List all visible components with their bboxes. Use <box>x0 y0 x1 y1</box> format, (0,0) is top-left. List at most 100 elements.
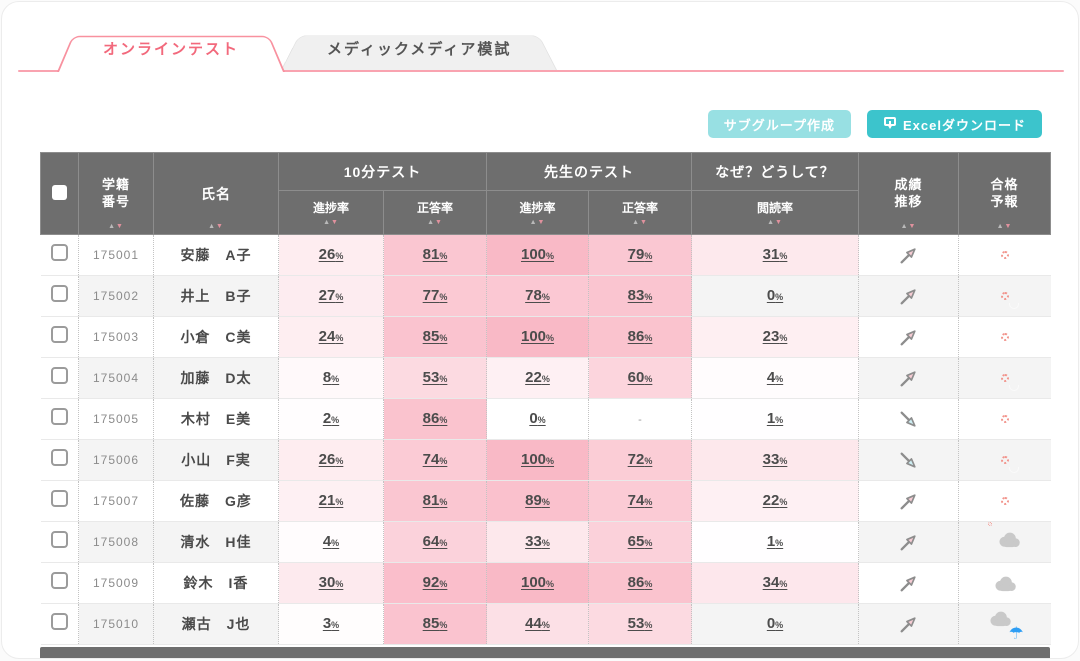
column-header-pass-forecast[interactable]: 合格 予報 ▲▼ <box>958 152 1052 235</box>
percent-link[interactable]: 92% <box>422 574 448 591</box>
sun-icon[interactable] <box>990 364 1020 392</box>
percent-link[interactable]: 22% <box>762 492 788 509</box>
row-checkbox[interactable] <box>50 572 68 589</box>
arrow-up-right-icon[interactable] <box>898 491 919 512</box>
row-checkbox[interactable] <box>50 285 68 302</box>
percent-link[interactable]: 85% <box>422 328 448 345</box>
column-header-ten-min-progress[interactable]: 進捗率 ▲▼ <box>278 190 384 235</box>
row-checkbox[interactable] <box>50 367 68 384</box>
column-header-reading-rate[interactable]: 閲読率 ▲▼ <box>691 190 860 235</box>
arrow-up-right-icon[interactable] <box>898 327 919 348</box>
sort-arrows-icon[interactable]: ▲▼ <box>427 219 443 226</box>
percent-link[interactable]: 0% <box>766 287 784 304</box>
percent-link[interactable]: 24% <box>318 328 344 345</box>
row-checkbox[interactable] <box>50 531 68 548</box>
sort-arrows-icon[interactable]: ▲▼ <box>529 219 546 226</box>
percent-link[interactable]: 81% <box>422 492 448 509</box>
percent-link[interactable]: 4% <box>766 369 784 386</box>
sort-arrows-icon[interactable]: ▲▼ <box>900 223 917 230</box>
sun-icon[interactable] <box>990 405 1020 433</box>
percent-link[interactable]: 0% <box>529 410 546 427</box>
percent-link[interactable]: 3% <box>322 615 340 632</box>
sort-arrows-icon[interactable]: ▲▼ <box>323 219 339 226</box>
tab-online-test[interactable]: オンラインテスト <box>57 30 285 72</box>
percent-link[interactable]: 31% <box>762 246 788 263</box>
excel-download-button[interactable]: Excelダウンロード <box>867 110 1042 138</box>
select-all-checkbox[interactable] <box>52 184 67 200</box>
percent-link[interactable]: 34% <box>762 574 788 591</box>
percent-link[interactable]: 86% <box>627 574 653 591</box>
percent-link[interactable]: 8% <box>322 369 340 386</box>
row-checkbox[interactable] <box>50 449 68 466</box>
percent-link[interactable]: 33% <box>525 533 550 550</box>
percent-link[interactable]: 0% <box>766 615 784 632</box>
column-header-teacher-correct[interactable]: 正答率 ▲▼ <box>588 190 693 235</box>
cloud-umbrella-icon[interactable]: ☂ <box>990 608 1024 642</box>
column-header-grade-trend[interactable]: 成績 推移 ▲▼ <box>858 152 960 235</box>
percent-link[interactable]: 53% <box>627 615 653 632</box>
percent-link[interactable]: 74% <box>627 492 653 509</box>
row-checkbox[interactable] <box>50 408 68 425</box>
sun-icon[interactable] <box>990 323 1020 351</box>
percent-link[interactable]: 53% <box>422 369 448 386</box>
sun-icon[interactable] <box>990 487 1020 515</box>
percent-link[interactable]: 2% <box>322 410 340 427</box>
row-checkbox[interactable] <box>50 244 68 261</box>
percent-link[interactable]: 83% <box>627 287 653 304</box>
percent-link[interactable]: 78% <box>525 287 550 304</box>
percent-link[interactable]: 72% <box>627 451 653 468</box>
row-checkbox[interactable] <box>50 326 68 343</box>
row-checkbox[interactable] <box>50 613 68 630</box>
percent-link[interactable]: 65% <box>627 533 653 550</box>
percent-link[interactable]: 4% <box>322 533 340 550</box>
cloud-icon[interactable] <box>990 569 1020 597</box>
sort-arrows-icon[interactable]: ▲▼ <box>767 219 783 226</box>
arrow-up-right-icon[interactable] <box>898 614 919 635</box>
percent-link[interactable]: 21% <box>318 492 344 509</box>
arrow-up-right-icon[interactable] <box>898 286 919 307</box>
sort-arrows-icon[interactable]: ▲▼ <box>632 219 648 226</box>
percent-link[interactable]: 30% <box>318 574 344 591</box>
percent-link[interactable]: 86% <box>422 410 448 427</box>
row-checkbox[interactable] <box>50 490 68 507</box>
percent-link[interactable]: 27% <box>318 287 344 304</box>
percent-link[interactable]: 1% <box>766 533 784 550</box>
percent-link[interactable]: 81% <box>422 246 448 263</box>
percent-link[interactable]: 44% <box>525 615 550 632</box>
arrow-up-right-icon[interactable] <box>898 368 919 389</box>
percent-link[interactable]: 100% <box>520 328 555 345</box>
sort-arrows-icon[interactable]: ▲▼ <box>208 223 224 230</box>
arrow-up-right-icon[interactable] <box>898 573 919 594</box>
column-header-ten-min-correct[interactable]: 正答率 ▲▼ <box>382 190 488 235</box>
sort-arrows-icon[interactable]: ▲▼ <box>108 223 124 230</box>
sun-icon[interactable] <box>990 241 1020 269</box>
column-header-student-id[interactable]: 学籍 番号 ▲▼ <box>78 152 154 235</box>
column-header-name[interactable]: 氏名 ▲▼ <box>153 152 279 235</box>
sort-arrows-icon[interactable]: ▲▼ <box>996 223 1013 230</box>
column-header-teacher-progress[interactable]: 進捗率 ▲▼ <box>486 190 590 235</box>
percent-link[interactable]: 60% <box>627 369 653 386</box>
percent-link[interactable]: 77% <box>422 287 448 304</box>
percent-link[interactable]: 33% <box>762 451 788 468</box>
arrow-up-right-icon[interactable] <box>898 245 919 266</box>
sun-behind-cloud-icon[interactable] <box>987 521 1020 554</box>
sun-icon[interactable] <box>990 446 1020 474</box>
sun-icon[interactable] <box>990 282 1020 310</box>
arrow-up-right-icon[interactable] <box>898 532 919 553</box>
percent-link[interactable]: 100% <box>520 451 555 468</box>
percent-link[interactable]: 85% <box>422 615 448 632</box>
percent-link[interactable]: 22% <box>525 369 550 386</box>
percent-link[interactable]: 74% <box>422 451 448 468</box>
percent-link[interactable]: 23% <box>762 328 788 345</box>
percent-link[interactable]: 100% <box>520 574 555 591</box>
tab-medic-media-mock[interactable]: メディックメディア模試 <box>281 30 557 72</box>
percent-link[interactable]: 86% <box>627 328 653 345</box>
percent-link[interactable]: 26% <box>318 246 344 263</box>
percent-link[interactable]: 26% <box>318 451 344 468</box>
percent-link[interactable]: 1% <box>766 410 784 427</box>
arrow-down-right-icon[interactable] <box>898 450 919 471</box>
percent-link[interactable]: 79% <box>627 246 653 263</box>
percent-link[interactable]: 64% <box>422 533 448 550</box>
percent-link[interactable]: 100% <box>520 246 555 263</box>
create-subgroup-button[interactable]: サブグループ作成 <box>707 110 852 138</box>
